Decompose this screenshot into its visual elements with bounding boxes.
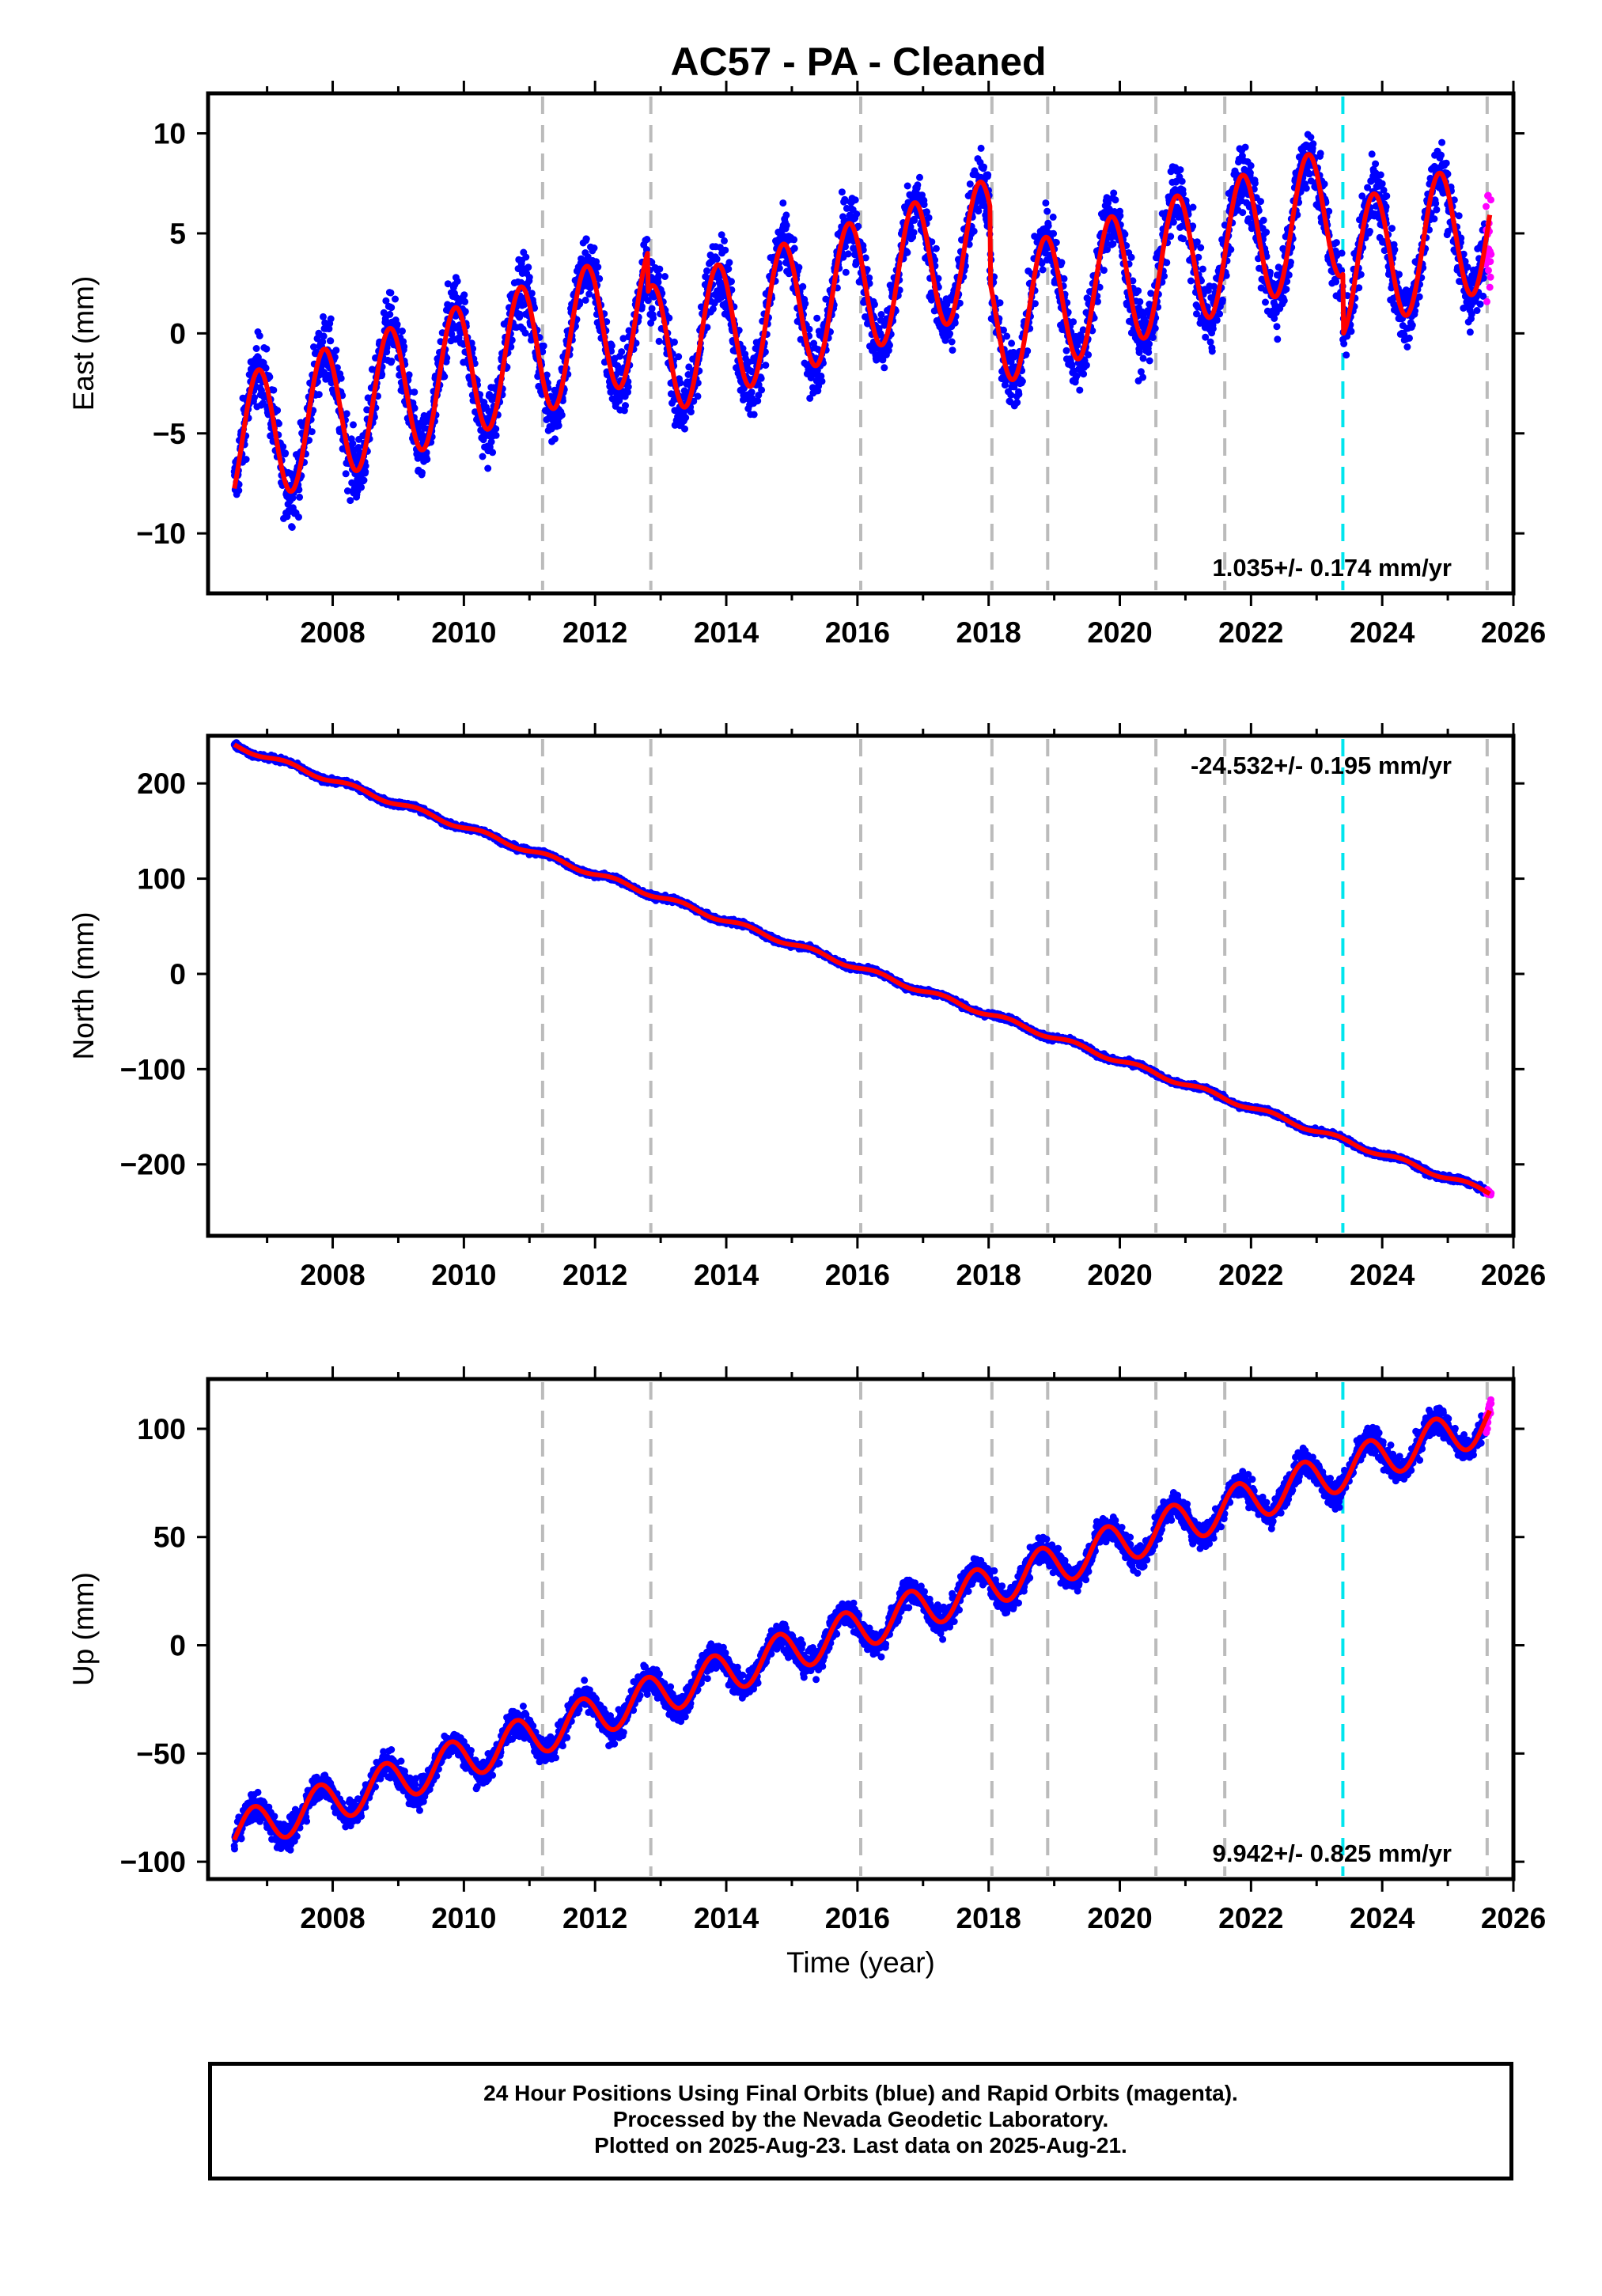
x-tick-label: 2012 (562, 1259, 627, 1291)
x-tick-label: 2018 (956, 1259, 1021, 1291)
x-tick-label: 2020 (1087, 1902, 1152, 1934)
y-axis-label: North (mm) (67, 911, 100, 1059)
y-tick-label: 0 (169, 317, 186, 350)
x-tick-label: 2026 (1481, 616, 1546, 649)
rate-label: 9.942+/- 0.825 mm/yr (1213, 1839, 1452, 1867)
x-tick-label: 2012 (562, 616, 627, 649)
rapid-orbit-points (1482, 191, 1495, 305)
x-tick-label: 2016 (825, 616, 890, 649)
final-orbit-points (230, 131, 1490, 531)
y-tick-label: 0 (169, 1630, 186, 1662)
x-tick-label: 2026 (1481, 1259, 1546, 1291)
caption-line-2: Processed by the Nevada Geodetic Laborat… (612, 2107, 1109, 2131)
y-axis-label: East (mm) (67, 276, 100, 411)
caption-line-3: Plotted on 2025-Aug-23. Last data on 202… (594, 2133, 1127, 2158)
x-tick-label: 2022 (1218, 1259, 1283, 1291)
x-tick-label: 2024 (1350, 1259, 1415, 1291)
y-tick-label: −50 (136, 1737, 186, 1770)
y-tick-label: −100 (120, 1846, 186, 1878)
x-tick-label: 2014 (694, 616, 759, 649)
x-tick-label: 2014 (694, 1902, 759, 1934)
x-tick-label: 2022 (1218, 1902, 1283, 1934)
x-tick-label: 2018 (956, 616, 1021, 649)
x-tick-label: 2010 (431, 1259, 496, 1291)
panel-2: 200 100 0 −100 −200 2008 2010 2012 2014 2016 2018 2… (67, 723, 1546, 1291)
x-tick-label: 2008 (300, 616, 365, 649)
plot-frame (206, 91, 1516, 596)
y-tick-label: −10 (136, 517, 186, 550)
caption-box: 24 Hour Positions Using Final Orbits (bl… (208, 2062, 1513, 2180)
x-axis-label: Time (year) (786, 1946, 935, 1979)
x-tick-label: 2016 (825, 1902, 890, 1934)
x-tick-label: 2012 (562, 1902, 627, 1934)
x-tick-label: 2020 (1087, 1259, 1152, 1291)
y-tick-label: 0 (169, 958, 186, 991)
model-fit-line (233, 742, 1492, 1196)
y-tick-label: 100 (137, 1413, 186, 1445)
y-tick-label: 200 (137, 767, 186, 800)
model-fit-line (232, 1409, 1492, 1841)
plot-frame (206, 733, 1516, 1238)
caption-line-1: 24 Hour Positions Using Final Orbits (bl… (483, 2081, 1238, 2105)
y-tick-label: 10 (153, 118, 186, 150)
x-tick-label: 2014 (694, 1259, 759, 1291)
panel-3: 100 50 0 −50 −100 2008 2010 2012 2014 2016 2018 202… (67, 1366, 1546, 1934)
y-tick-label: −5 (153, 418, 186, 450)
x-tick-label: 2008 (300, 1902, 365, 1934)
rate-label: -24.532+/- 0.195 mm/yr (1191, 752, 1452, 779)
x-tick-label: 2018 (956, 1902, 1021, 1934)
y-tick-label: 50 (153, 1521, 186, 1554)
data-points (230, 131, 1495, 531)
x-tick-label: 2022 (1218, 616, 1283, 649)
rate-label: 1.035+/- 0.174 mm/yr (1213, 554, 1452, 582)
x-tick-label: 2010 (431, 616, 496, 649)
plot-frame (206, 1377, 1516, 1881)
y-axis-label: Up (mm) (67, 1572, 100, 1686)
x-tick-label: 2010 (431, 1902, 496, 1934)
x-tick-label: 2008 (300, 1259, 365, 1291)
x-tick-label: 2024 (1350, 1902, 1415, 1934)
y-tick-label: −100 (120, 1053, 186, 1085)
x-tick-label: 2016 (825, 1259, 890, 1291)
panel-1: 10 5 0 −5 −10 2008 2010 2012 2014 2016 2018 2020 202… (67, 81, 1546, 649)
chart-title: AC57 - PA - Cleaned (670, 40, 1046, 84)
data-points (230, 1396, 1495, 1854)
x-tick-label: 2026 (1481, 1902, 1546, 1934)
y-tick-label: −200 (120, 1149, 186, 1181)
x-tick-label: 2020 (1087, 616, 1152, 649)
y-tick-label: 100 (137, 863, 186, 896)
y-tick-label: 5 (169, 218, 186, 250)
model-fit-line (232, 152, 1493, 494)
x-tick-label: 2024 (1350, 616, 1415, 649)
